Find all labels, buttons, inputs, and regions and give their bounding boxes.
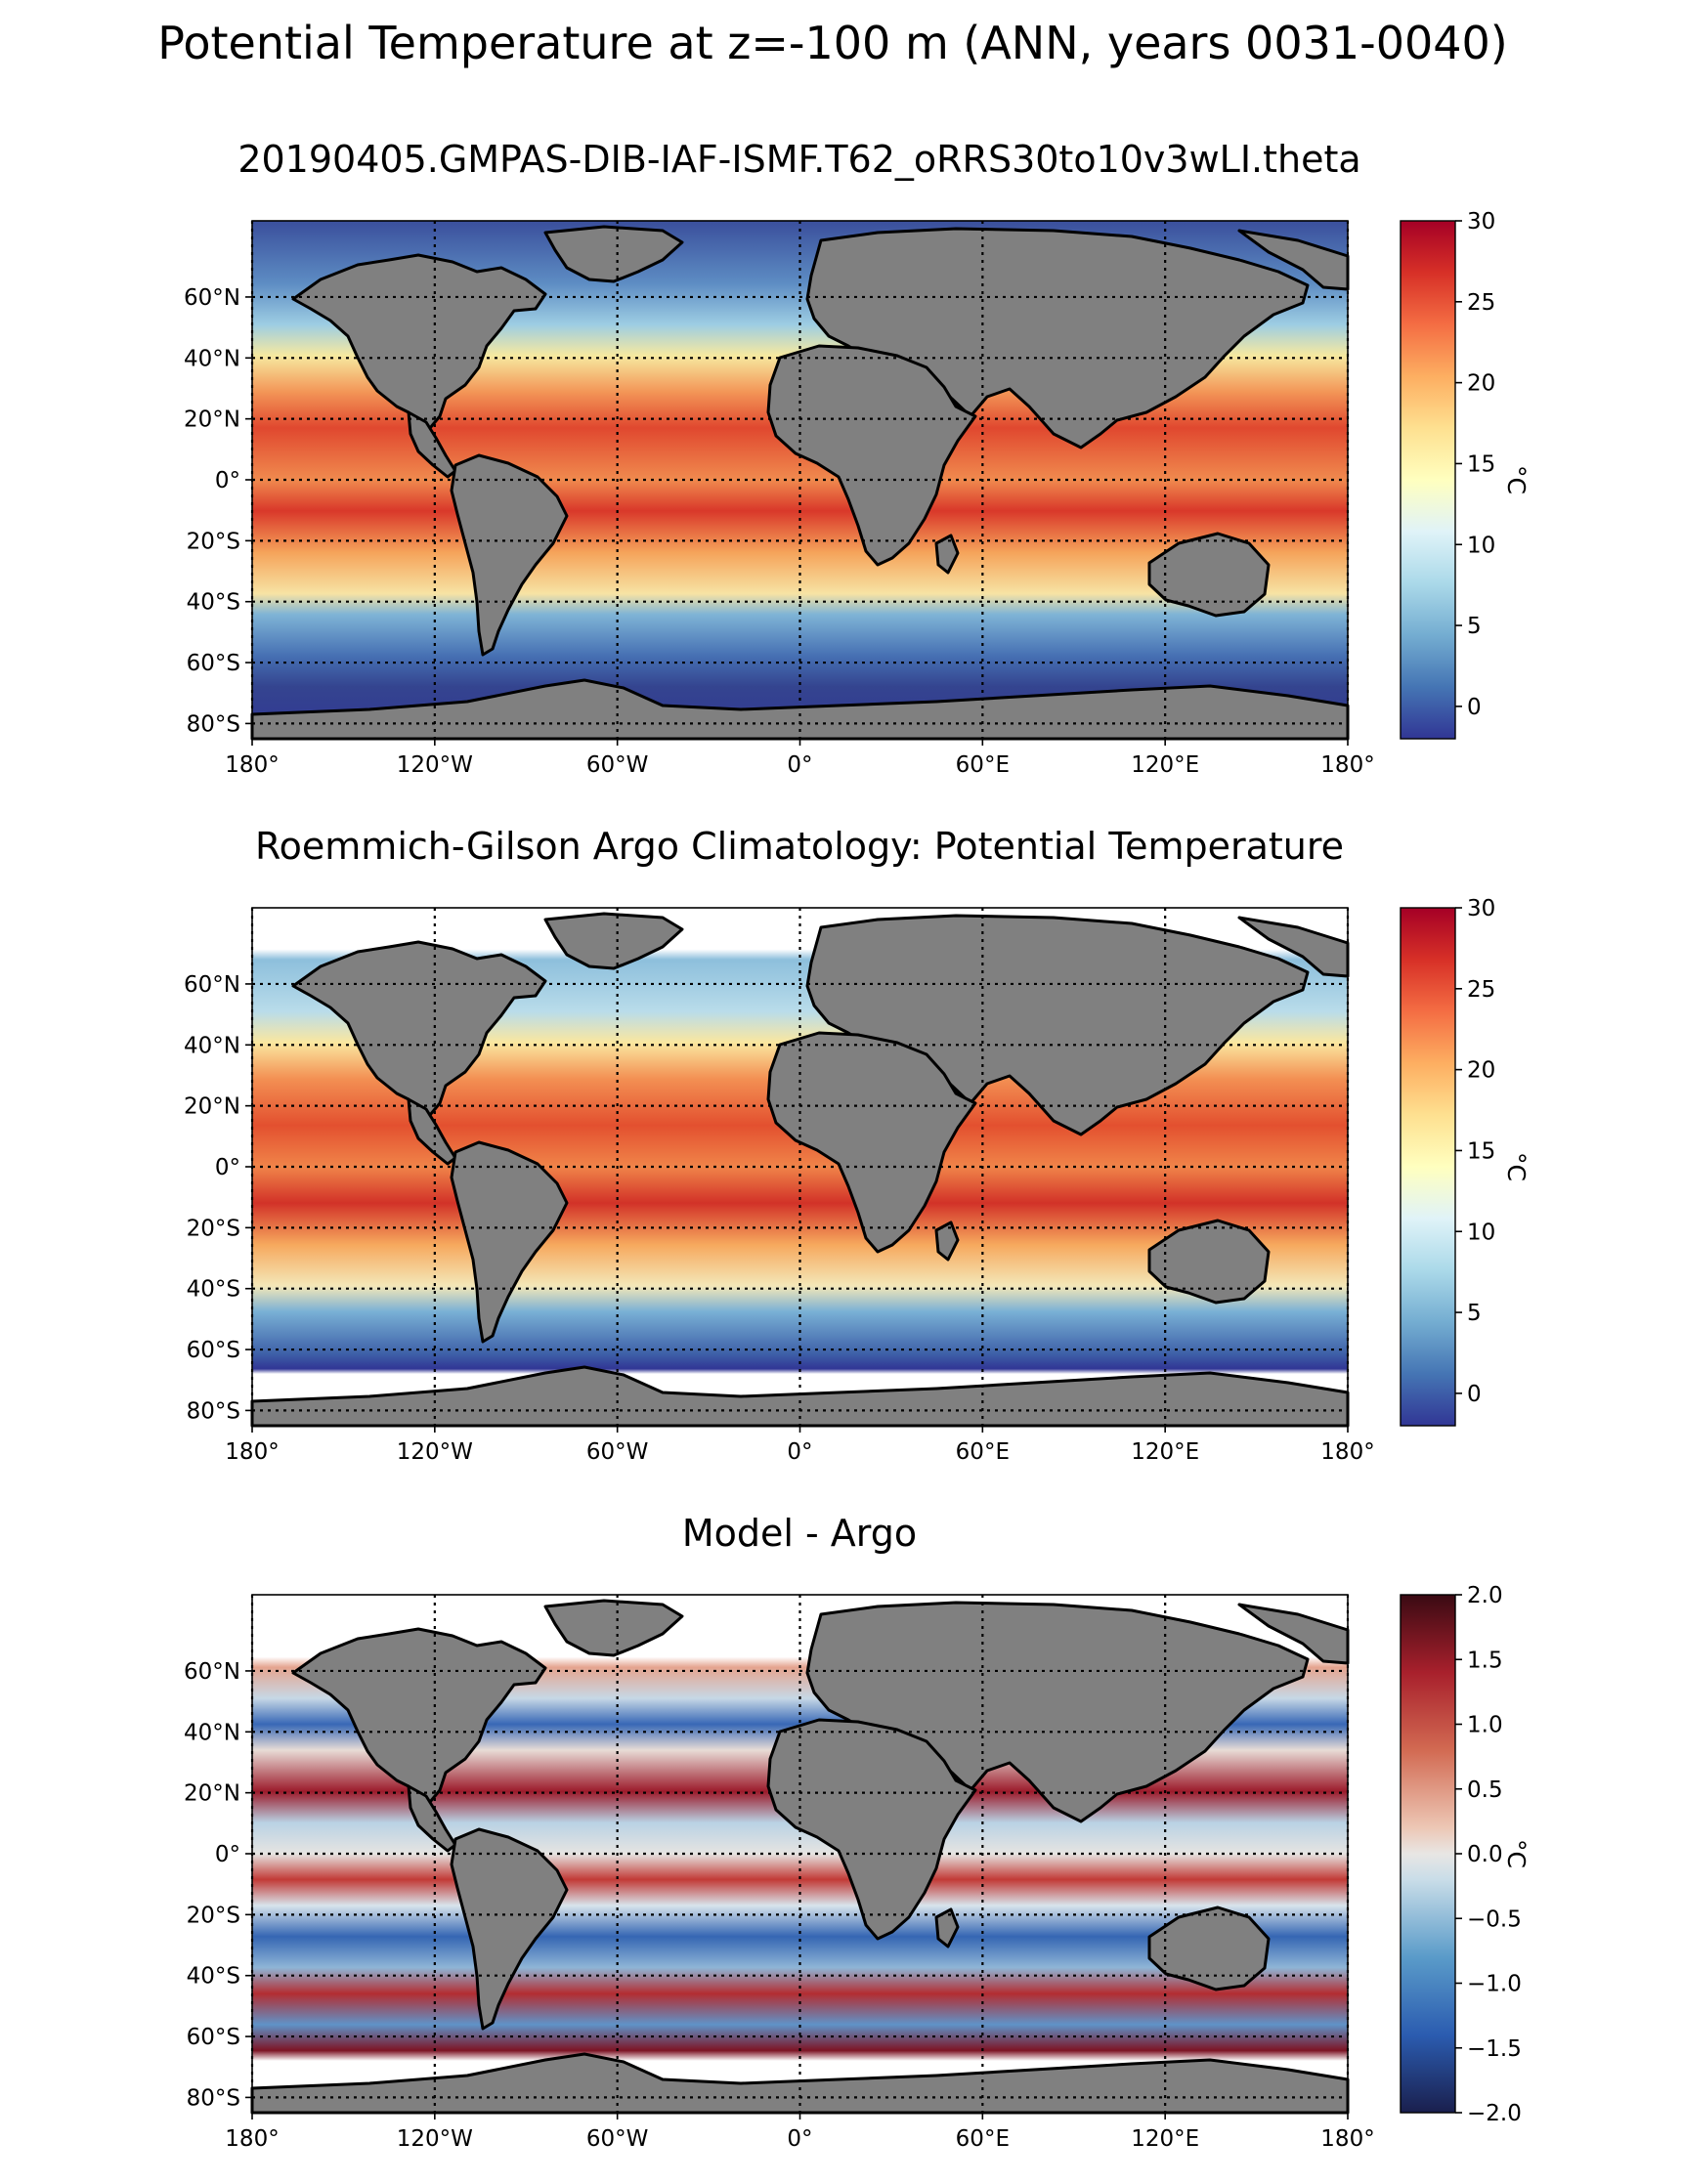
lat-tick-label: 40°S [187,1277,240,1303]
lon-tick-label: 0° [787,2126,812,2152]
lon-ticks: 180° 120°W 60°W 0° 60°E 120°E 180° [225,2113,1375,2152]
colorbar-tick-label: 0 [1467,695,1482,720]
colorbar-gradient [1400,1594,1456,2114]
colorbar-label: °C [1502,1152,1531,1181]
colorbar-model: 30 25 20 15 10 5 0 °C [1400,209,1531,740]
lat-tick-label: 0° [215,1842,240,1867]
lon-ticks: 180° 120°W 60°W 0° 60°E 120°E 180° [225,739,1375,778]
colorbar-tick-label: 20 [1467,371,1495,397]
figure-suptitle: Potential Temperature at z=-100 m (ANN, … [157,17,1508,69]
lon-ticks: 180° 120°W 60°W 0° 60°E 120°E 180° [225,1426,1375,1465]
lon-tick-label: 180° [1320,752,1374,778]
colorbar-tick-label: 1.0 [1467,1713,1503,1738]
gridlines [250,221,1350,739]
colorbar-argo: 30 25 20 15 10 5 0 °C [1400,896,1531,1427]
lat-tick-label: 20°N [184,407,240,433]
panel-argo: Roemmich-Gilson Argo Climatology: Potent… [184,825,1375,1465]
colorbar-tick-label: 25 [1467,290,1495,316]
colorbar-tick-label: −1.0 [1467,1972,1522,1997]
lon-tick-label: 120°E [1131,2126,1199,2152]
lon-tick-label: 120°W [397,1439,473,1465]
colorbar-tick-label: 2.0 [1467,1583,1503,1608]
lat-tick-label: 80°S [187,711,240,737]
lat-tick-label: 40°N [184,1033,240,1058]
lon-tick-label: 180° [225,752,279,778]
panel-title: Roemmich-Gilson Argo Climatology: Potent… [255,825,1344,868]
lat-tick-label: 20°N [184,1781,240,1807]
lat-tick-label: 20°S [187,1216,240,1241]
lon-tick-label: 60°W [586,2126,649,2152]
colorbar-tick-label: 10 [1467,1220,1495,1245]
lat-tick-label: 60°S [187,1338,240,1363]
colorbar-ticks: 30 25 20 15 10 5 0 [1455,209,1495,720]
lat-tick-label: 20°S [187,529,240,554]
lat-tick-label: 20°S [187,1903,240,1928]
panel-title: 20190405.GMPAS-DIB-IAF-ISMF.T62_oRRS30to… [237,138,1360,181]
colorbar-tick-label: 15 [1467,451,1495,477]
gridlines [250,908,1350,1426]
colorbar-tick-label: 10 [1467,533,1495,558]
colorbar-tick-label: 15 [1467,1138,1495,1164]
lat-tick-label: 40°S [187,590,240,616]
lon-tick-label: 120°E [1131,752,1199,778]
colorbar-tick-label: −1.5 [1467,2036,1522,2062]
lon-tick-label: 180° [225,2126,279,2152]
lon-tick-label: 180° [225,1439,279,1465]
lat-ticks: 60°N 40°N 20°N 0° 20°S 40°S 60°S 80°S [184,1659,252,2111]
lat-tick-label: 80°S [187,1398,240,1424]
colorbar-label: °C [1502,1839,1531,1868]
lat-tick-label: 80°S [187,2085,240,2111]
colorbar-tick-label: −0.5 [1467,1906,1522,1932]
panel-model: 20190405.GMPAS-DIB-IAF-ISMF.T62_oRRS30to… [184,138,1375,778]
lon-tick-label: 120°E [1131,1439,1199,1465]
colorbar-tick-label: 5 [1467,614,1482,639]
colorbar-tick-label: 0 [1467,1382,1482,1407]
colorbar-label: °C [1502,465,1531,494]
lat-tick-label: 60°N [184,972,240,998]
lon-tick-label: 0° [787,752,812,778]
lat-ticks: 60°N 40°N 20°N 0° 20°S 40°S 60°S 80°S [184,285,252,737]
lat-tick-label: 40°N [184,1720,240,1745]
panel-difference: Model - Argo 180° 120°W 60°W 0° 60°E 120°E 180… [184,1512,1375,2152]
lon-tick-label: 60°W [586,1439,649,1465]
lat-ticks: 60°N 40°N 20°N 0° 20°S 40°S 60°S 80°S [184,972,252,1424]
lat-tick-label: 40°S [187,1964,240,1990]
lon-tick-label: 0° [787,1439,812,1465]
lat-tick-label: 60°S [187,2025,240,2050]
lat-tick-label: 40°N [184,346,240,371]
colorbar-gradient [1400,220,1456,740]
lat-tick-label: 0° [215,1155,240,1180]
lon-tick-label: 60°E [956,1439,1010,1465]
colorbar-tick-label: 30 [1467,896,1495,921]
colorbar-tick-label: 20 [1467,1058,1495,1084]
lon-tick-label: 60°W [586,752,649,778]
colorbar-tick-label: 0.0 [1467,1842,1503,1867]
colorbar-tick-label: 30 [1467,209,1495,235]
lat-tick-label: 60°S [187,651,240,676]
lon-tick-label: 180° [1320,2126,1374,2152]
lon-tick-label: 60°E [956,2126,1010,2152]
colorbar-tick-label: 1.5 [1467,1648,1503,1673]
gridlines [250,1595,1350,2113]
lat-tick-label: 60°N [184,285,240,311]
colorbar-difference: 2.0 1.5 1.0 0.5 0.0 −0.5 −1.0 −1.5 −2.0 °C [1400,1583,1531,2126]
panel-title: Model - Argo [682,1512,917,1555]
lat-tick-label: 0° [215,468,240,493]
lon-tick-label: 60°E [956,752,1010,778]
colorbar-gradient [1400,907,1456,1427]
colorbar-tick-label: −2.0 [1467,2101,1522,2126]
colorbar-tick-label: 0.5 [1467,1777,1503,1803]
colorbar-ticks: 2.0 1.5 1.0 0.5 0.0 −0.5 −1.0 −1.5 −2.0 [1455,1583,1522,2126]
colorbar-ticks: 30 25 20 15 10 5 0 [1455,896,1495,1407]
lat-tick-label: 20°N [184,1094,240,1120]
colorbar-tick-label: 5 [1467,1301,1482,1326]
lon-tick-label: 180° [1320,1439,1374,1465]
lon-tick-label: 120°W [397,752,473,778]
lon-tick-label: 120°W [397,2126,473,2152]
lat-tick-label: 60°N [184,1659,240,1685]
colorbar-tick-label: 25 [1467,977,1495,1003]
